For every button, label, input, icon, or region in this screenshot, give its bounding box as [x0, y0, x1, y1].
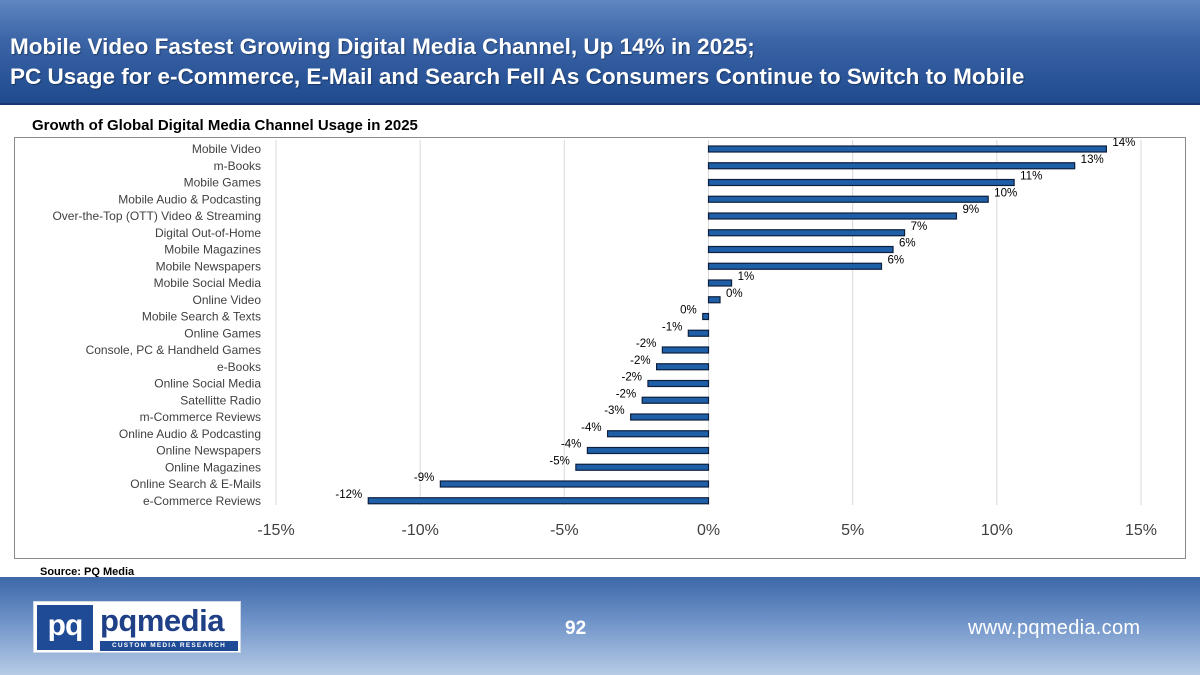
- data-label: -3%: [604, 405, 624, 417]
- bar: [707, 162, 1076, 170]
- website-url: www.pqmedia.com: [968, 617, 1141, 639]
- bar: [707, 212, 958, 220]
- category-label: Online Games: [184, 326, 261, 340]
- category-label: Online Video: [193, 293, 262, 307]
- bar: [606, 430, 710, 438]
- bar: [641, 396, 710, 404]
- data-label: -9%: [414, 472, 434, 484]
- x-tick-label: 5%: [841, 522, 864, 539]
- data-label: 6%: [899, 238, 916, 250]
- category-label: Satellitte Radio: [180, 393, 261, 407]
- category-label: Mobile Games: [184, 176, 261, 190]
- data-label: -4%: [581, 422, 601, 434]
- bar: [647, 379, 710, 388]
- data-label: -12%: [335, 489, 362, 501]
- bar: [655, 363, 710, 371]
- category-label: Mobile Video: [192, 142, 261, 156]
- data-label: 0%: [680, 305, 697, 317]
- data-label: -2%: [630, 355, 650, 367]
- category-label: Mobile Social Media: [154, 276, 262, 290]
- slide-title-line-1: Mobile Video Fastest Growing Digital Med…: [10, 34, 755, 59]
- category-label: Online Search & E-Mails: [130, 477, 261, 491]
- data-label: 10%: [994, 187, 1017, 199]
- category-label: Online Social Media: [154, 377, 261, 391]
- bar: [630, 413, 710, 421]
- logo-tagline: CUSTOM MEDIA RESEARCH: [100, 641, 238, 651]
- source-note: Source: PQ Media: [40, 566, 135, 578]
- category-label: m-Books: [214, 159, 261, 173]
- category-label: Online Newspapers: [156, 444, 261, 458]
- category-label: Mobile Newspapers: [156, 259, 261, 273]
- bar: [707, 296, 721, 304]
- bar-chart: -15% -10% -5% 0% 5% 10% 15% Mobile Video 14% m-Bo…: [52, 138, 1157, 539]
- x-tick-label: 15%: [1125, 522, 1157, 539]
- bar: [707, 245, 894, 254]
- data-label: -2%: [636, 338, 656, 350]
- category-label: Online Audio & Podcasting: [119, 427, 261, 441]
- x-tick-label: 0%: [697, 522, 720, 539]
- bar: [439, 480, 710, 488]
- data-label: 0%: [726, 288, 743, 300]
- data-label: -4%: [561, 439, 581, 451]
- data-label: 9%: [962, 204, 979, 216]
- bar: [707, 262, 883, 270]
- category-label: e-Books: [217, 360, 261, 374]
- category-label: Digital Out-of-Home: [155, 226, 261, 240]
- bar: [586, 446, 710, 455]
- bar: [707, 229, 906, 237]
- bar: [687, 329, 710, 337]
- slide-title-line-2: PC Usage for e-Commerce, E-Mail and Sear…: [10, 64, 1025, 89]
- category-label: Online Magazines: [165, 460, 261, 474]
- data-label: 11%: [1020, 171, 1042, 183]
- data-label: 7%: [911, 221, 928, 233]
- data-label: -5%: [549, 455, 569, 467]
- x-tick-label: -15%: [257, 522, 294, 539]
- data-label: 6%: [888, 254, 905, 266]
- category-label: e-Commerce Reviews: [143, 494, 261, 508]
- data-label: -2%: [616, 388, 636, 400]
- bar: [702, 312, 710, 321]
- data-label: 13%: [1081, 154, 1104, 166]
- bar: [707, 145, 1107, 153]
- logo-mark: pq: [37, 605, 93, 650]
- category-label: Mobile Magazines: [164, 243, 261, 257]
- category-label: Mobile Audio & Podcasting: [118, 192, 261, 206]
- data-label: 1%: [738, 271, 755, 283]
- logo-wordmark: pqmedia: [100, 603, 224, 638]
- pqmedia-logo: pq pqmedia CUSTOM MEDIA RESEARCH: [33, 601, 241, 653]
- bar: [367, 497, 710, 505]
- bar: [707, 279, 733, 287]
- category-label: m-Commerce Reviews: [140, 410, 261, 424]
- x-tick-label: -5%: [550, 522, 578, 539]
- x-tick-label: 10%: [981, 522, 1013, 539]
- page-number: 92: [565, 618, 587, 639]
- bar: [575, 463, 710, 471]
- category-label: Console, PC & Handheld Games: [86, 343, 261, 357]
- slide-header: Mobile Video Fastest Growing Digital Med…: [0, 0, 1200, 105]
- data-label: 14%: [1112, 138, 1135, 149]
- bar: [661, 346, 710, 354]
- data-label: -1%: [662, 321, 682, 333]
- data-label: -2%: [621, 372, 641, 384]
- bar: [707, 195, 989, 203]
- x-tick-label: -10%: [401, 522, 438, 539]
- category-label: Over-the-Top (OTT) Video & Streaming: [52, 209, 261, 223]
- bar: [707, 178, 1015, 187]
- slide-footer: pq pqmedia CUSTOM MEDIA RESEARCH 92 www.…: [0, 577, 1200, 675]
- category-label: Mobile Search & Texts: [142, 310, 261, 324]
- chart-frame: -15% -10% -5% 0% 5% 10% 15% Mobile Video 14% m-Bo…: [14, 137, 1186, 559]
- chart-title: Growth of Global Digital Media Channel U…: [32, 117, 418, 134]
